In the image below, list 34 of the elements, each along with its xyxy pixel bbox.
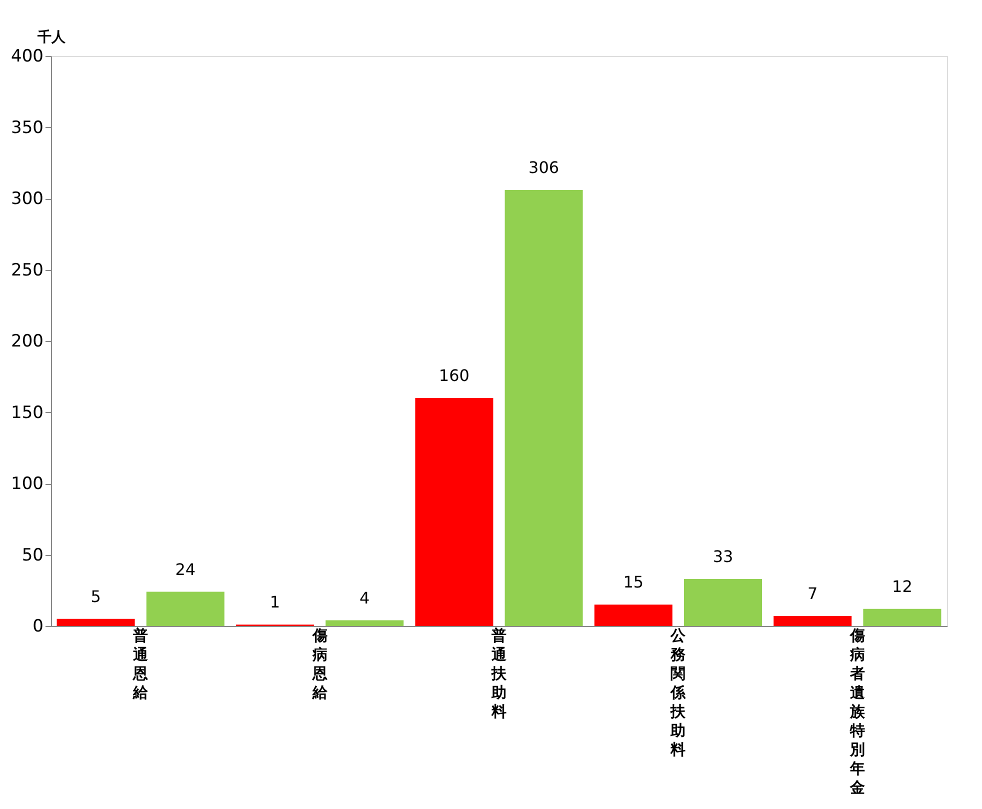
data-label: 1 bbox=[270, 592, 280, 612]
y-tick-label: 0 bbox=[32, 616, 44, 636]
data-label: 15 bbox=[623, 572, 644, 592]
y-tick-label: 300 bbox=[11, 189, 44, 209]
data-label: 5 bbox=[90, 586, 101, 606]
bar bbox=[146, 592, 224, 626]
y-tick-label: 400 bbox=[11, 46, 44, 66]
x-tick-label: 普通扶助料 bbox=[490, 626, 508, 720]
x-tick-label: 公務関係扶助料 bbox=[670, 626, 687, 758]
data-label: 306 bbox=[528, 158, 560, 177]
bar bbox=[774, 616, 852, 626]
data-label: 160 bbox=[438, 366, 470, 385]
y-tick-label: 100 bbox=[11, 474, 44, 494]
bar bbox=[594, 604, 672, 626]
data-label: 12 bbox=[892, 576, 912, 596]
y-tick-label: 350 bbox=[11, 118, 44, 138]
bar bbox=[415, 398, 494, 626]
data-label: 7 bbox=[808, 584, 818, 604]
y-tick-label: 50 bbox=[22, 545, 44, 566]
category-label: 傷病者遺族特別年金 bbox=[850, 626, 865, 796]
data-label: 24 bbox=[175, 560, 196, 579]
y-tick-label: 200 bbox=[11, 332, 44, 352]
y-tick-label: 250 bbox=[11, 260, 44, 280]
bar bbox=[56, 618, 135, 626]
data-label: 33 bbox=[712, 546, 734, 566]
y-tick-label: 150 bbox=[11, 402, 44, 423]
y-axis-title: 千人 bbox=[36, 28, 66, 46]
bar bbox=[326, 620, 404, 626]
bar bbox=[684, 578, 762, 626]
x-tick-label: 傷病恩給 bbox=[311, 626, 328, 702]
data-label: 4 bbox=[360, 588, 370, 608]
bar bbox=[504, 190, 583, 626]
x-tick-label: 普通恩給 bbox=[132, 626, 150, 702]
bar bbox=[863, 608, 942, 626]
